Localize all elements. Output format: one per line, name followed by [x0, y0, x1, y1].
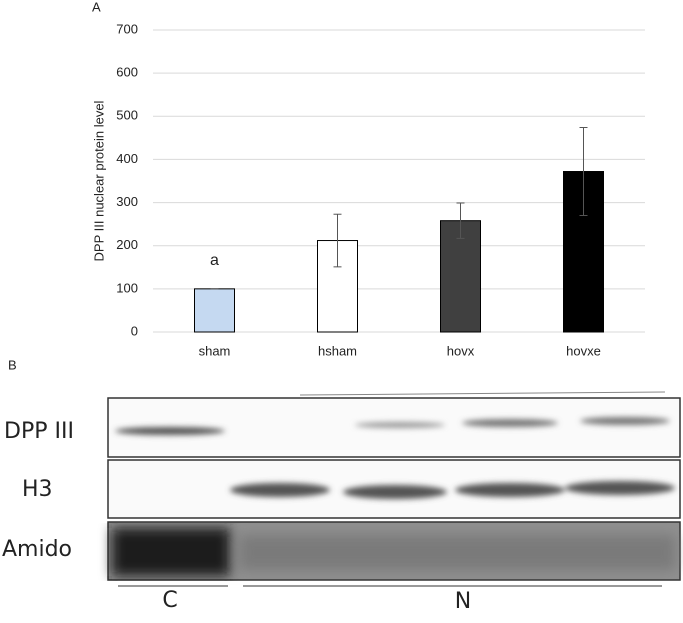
bar — [440, 220, 481, 333]
y-tick-label: 400 — [116, 151, 138, 166]
bar — [194, 288, 235, 333]
y-axis-label: DPP III nuclear protein level — [91, 100, 106, 261]
error-bar — [456, 202, 465, 239]
row-label: H3 — [22, 477, 53, 502]
x-tick-label: hovx — [447, 343, 475, 358]
annotation: a — [210, 252, 219, 269]
group-label: N — [455, 589, 471, 614]
panel-label: B — [8, 357, 17, 372]
y-tick-label: 200 — [116, 237, 138, 252]
blot — [107, 391, 681, 587]
panel-label: A — [92, 0, 101, 14]
y-tick-label: 0 — [131, 323, 138, 338]
group-label: C — [162, 588, 177, 613]
error-bar — [579, 127, 588, 217]
x-tick-label: sham — [199, 343, 231, 358]
y-tick-label: 300 — [116, 194, 138, 209]
y-tick-label: 600 — [116, 65, 138, 80]
y-tick-label: 500 — [116, 108, 138, 123]
x-tick-label: hsham — [318, 343, 357, 358]
y-tick-label: 100 — [116, 280, 138, 295]
y-tick-label: 700 — [116, 21, 138, 36]
row-label: DPP III — [4, 419, 74, 444]
x-tick-label: hovxe — [566, 343, 601, 358]
row-label: Amido — [2, 537, 72, 562]
error-bar — [333, 213, 342, 268]
